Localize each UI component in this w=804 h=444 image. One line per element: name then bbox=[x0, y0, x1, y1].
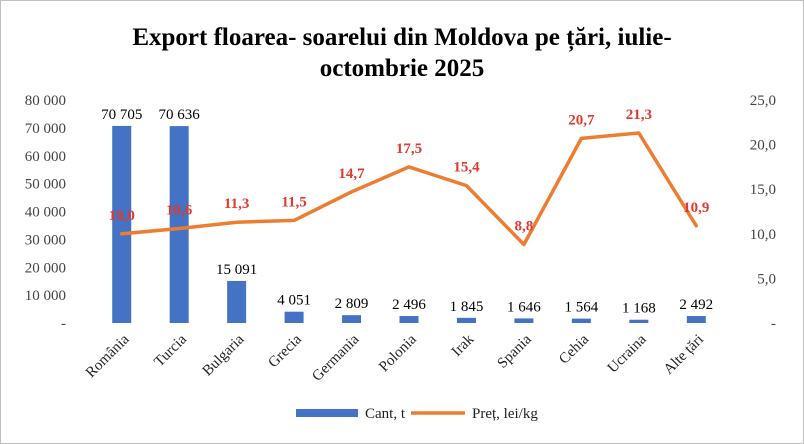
y-right-tick-label: 20,0 bbox=[750, 138, 776, 154]
price-value-label: 21,3 bbox=[626, 107, 652, 123]
y-right-tick-label: 5,0 bbox=[757, 271, 776, 287]
price-point bbox=[350, 190, 354, 194]
bar bbox=[342, 315, 362, 323]
price-point bbox=[120, 232, 124, 236]
bar bbox=[456, 317, 476, 323]
bar-value-label: 2 809 bbox=[335, 296, 369, 312]
price-value-label: 20,7 bbox=[568, 112, 595, 128]
price-value-label: 10,6 bbox=[166, 202, 193, 218]
legend: Cant, t Preț, lei/kg bbox=[296, 406, 538, 422]
y-left-tick-label: - bbox=[61, 316, 66, 332]
price-value-label: 10,9 bbox=[683, 200, 709, 216]
bar bbox=[514, 318, 534, 323]
price-point bbox=[292, 218, 296, 222]
bar bbox=[629, 319, 649, 323]
y-left-tick-label: 30 000 bbox=[25, 232, 66, 248]
y-left-tick-label: 80 000 bbox=[25, 93, 66, 109]
price-value-label: 11,3 bbox=[224, 196, 249, 212]
y-left-tick-label: 20 000 bbox=[25, 260, 66, 276]
bar-value-label: 1 845 bbox=[450, 299, 484, 315]
price-value-label: 8,8 bbox=[515, 219, 534, 235]
bar bbox=[284, 311, 304, 323]
y-left-tick-label: 70 000 bbox=[25, 121, 66, 137]
bar-value-label: 4 051 bbox=[277, 293, 311, 309]
y-right-tick-label: - bbox=[771, 316, 776, 332]
bar-value-label: 1 564 bbox=[564, 300, 598, 316]
bar-value-label: 70 705 bbox=[101, 107, 142, 123]
y-left-tick-label: 10 000 bbox=[25, 288, 66, 304]
legend-label-line: Preț, lei/kg bbox=[472, 406, 538, 422]
bar-value-label: 15 091 bbox=[216, 262, 257, 278]
price-value-label: 15,4 bbox=[453, 160, 480, 176]
y-left-tick-label: 50 000 bbox=[25, 177, 66, 193]
price-point bbox=[694, 224, 698, 228]
chart-title-line1: Export floarea- soarelui din Moldova pe … bbox=[132, 24, 671, 52]
plot-area: - 10 000 20 000 30 000 40 000 50 000 60 000 70 … bbox=[25, 93, 776, 385]
legend-swatch-bar bbox=[296, 409, 358, 417]
price-value-label: 14,7 bbox=[338, 166, 365, 182]
bar bbox=[686, 316, 706, 323]
bar bbox=[399, 316, 419, 323]
price-value-label: 11,5 bbox=[281, 194, 306, 210]
bar bbox=[227, 280, 247, 323]
y-left-tick-label: 60 000 bbox=[25, 149, 66, 165]
bar-value-label: 1 646 bbox=[507, 299, 541, 315]
price-point bbox=[464, 184, 468, 188]
price-point bbox=[522, 243, 526, 247]
bar-value-label: 70 636 bbox=[159, 107, 201, 123]
chart-title-line2: octombrie 2025 bbox=[320, 55, 485, 82]
y-right-tick-label: 15,0 bbox=[750, 182, 776, 198]
y-left-tick-label: 40 000 bbox=[25, 205, 66, 221]
bar-value-label: 1 168 bbox=[622, 301, 656, 317]
price-point bbox=[637, 131, 641, 135]
price-point bbox=[407, 165, 411, 169]
bar-value-label: 2 492 bbox=[679, 297, 713, 313]
bar bbox=[571, 318, 591, 323]
y-right-tick-label: 25,0 bbox=[750, 93, 776, 109]
price-point bbox=[177, 226, 181, 230]
price-value-label: 17,5 bbox=[396, 141, 422, 157]
y-right-tick-label: 10,0 bbox=[750, 227, 776, 243]
bar bbox=[169, 126, 189, 324]
bar bbox=[112, 125, 132, 323]
price-value-label: 10,0 bbox=[109, 208, 135, 224]
bar-value-label: 2 496 bbox=[392, 297, 426, 313]
price-point bbox=[235, 220, 239, 224]
legend-label-bar: Cant, t bbox=[365, 406, 406, 422]
price-point bbox=[579, 136, 583, 140]
